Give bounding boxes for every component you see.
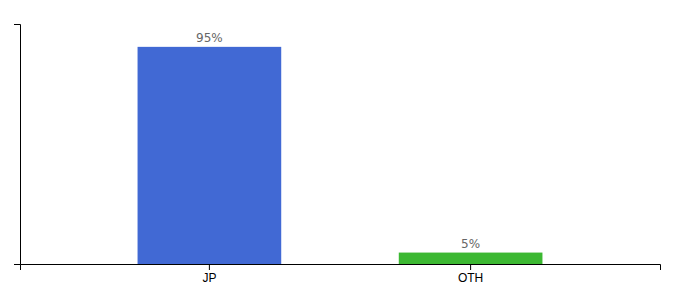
bar: [399, 253, 543, 264]
bars: [138, 47, 543, 264]
y-axis: [14, 25, 21, 265]
x-tick-mark: [209, 264, 210, 270]
y-axis-line: [14, 25, 21, 265]
bar: [138, 47, 282, 264]
x-axis-line: [21, 265, 661, 271]
chart-container: JP OTH 95% 5%: [0, 0, 680, 300]
data-label: 95%: [196, 31, 223, 45]
data-labels: 95% 5%: [196, 31, 480, 251]
x-tick: JP: [202, 264, 216, 285]
x-tick-mark: [470, 264, 471, 270]
x-tick-label: JP: [202, 271, 216, 285]
data-label: 5%: [461, 237, 480, 251]
chart-svg: JP OTH 95% 5%: [0, 0, 680, 300]
plot: JP OTH 95% 5%: [14, 25, 661, 285]
x-tick-label: OTH: [458, 271, 483, 285]
x-tick: OTH: [458, 264, 483, 285]
x-axis: JP OTH: [21, 264, 661, 285]
